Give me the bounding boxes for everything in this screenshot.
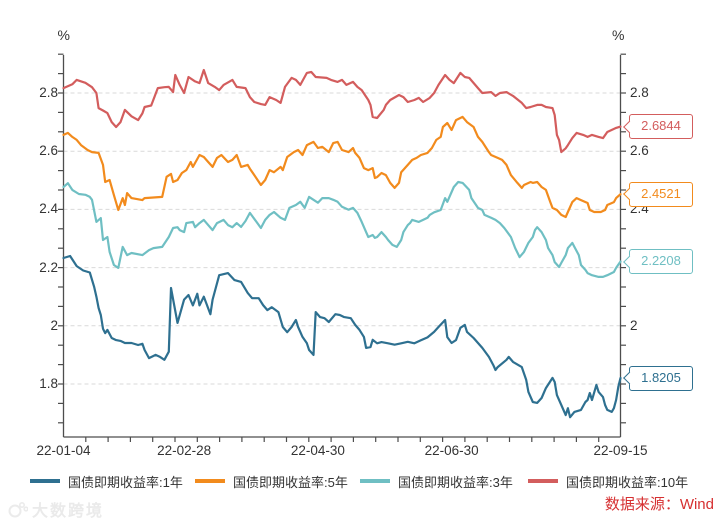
legend-line-swatch	[528, 479, 558, 483]
series-line	[62, 68, 622, 154]
series-line	[62, 115, 622, 219]
y-tick-label: 2.6	[630, 143, 649, 159]
legend-line-swatch	[360, 479, 390, 483]
series-end-label: 2.4521	[623, 181, 693, 207]
series-end-label: 1.8205	[623, 365, 693, 391]
data-source-note: 数据来源：Wind	[604, 496, 714, 513]
legend-item[interactable]: 国债即期收益率:10年	[528, 471, 688, 491]
x-tick-label: 22-01-04	[36, 443, 91, 458]
y-axis-unit-left: %	[57, 27, 70, 43]
y-tick-label: 1.8	[39, 376, 58, 391]
y-tick-label: 2.6	[39, 143, 58, 159]
y-tick-label: 2	[630, 317, 638, 333]
series-end-label: 2.2208	[623, 249, 693, 275]
legend-item[interactable]: 国债即期收益率:5年	[195, 471, 348, 491]
series-line	[62, 180, 622, 278]
watermark: 大数跨境	[6, 497, 104, 521]
y-tick-label: 2.4	[39, 201, 58, 217]
legend-item[interactable]: 国债即期收益率:1年	[30, 471, 183, 491]
series-line	[62, 254, 622, 419]
y-tick-label: 2.8	[39, 85, 58, 100]
y-tick-label: 2.2	[39, 259, 58, 275]
x-tick-label: 22-09-15	[593, 443, 648, 458]
legend-label: 国债即期收益率:5年	[233, 474, 348, 490]
y-tick-label: 2.8	[630, 85, 649, 100]
y-axis-unit-right: %	[612, 27, 625, 43]
legend-line-swatch	[195, 479, 225, 483]
x-tick-label: 22-04-30	[290, 443, 345, 458]
watermark-logo-icon	[8, 501, 28, 518]
x-tick-label: 22-06-30	[424, 443, 479, 458]
legend-label: 国债即期收益率:1年	[68, 474, 183, 490]
y-tick-label: 2	[50, 317, 58, 333]
legend-label: 国债即期收益率:3年	[398, 474, 513, 490]
x-tick-label: 22-02-28	[157, 443, 212, 458]
legend-label: 国债即期收益率:10年	[566, 474, 689, 490]
legend-line-swatch	[30, 479, 60, 483]
watermark-text: 大数跨境	[32, 503, 105, 520]
legend-item[interactable]: 国债即期收益率:3年	[360, 471, 513, 491]
series-end-label: 2.6844	[623, 114, 693, 140]
